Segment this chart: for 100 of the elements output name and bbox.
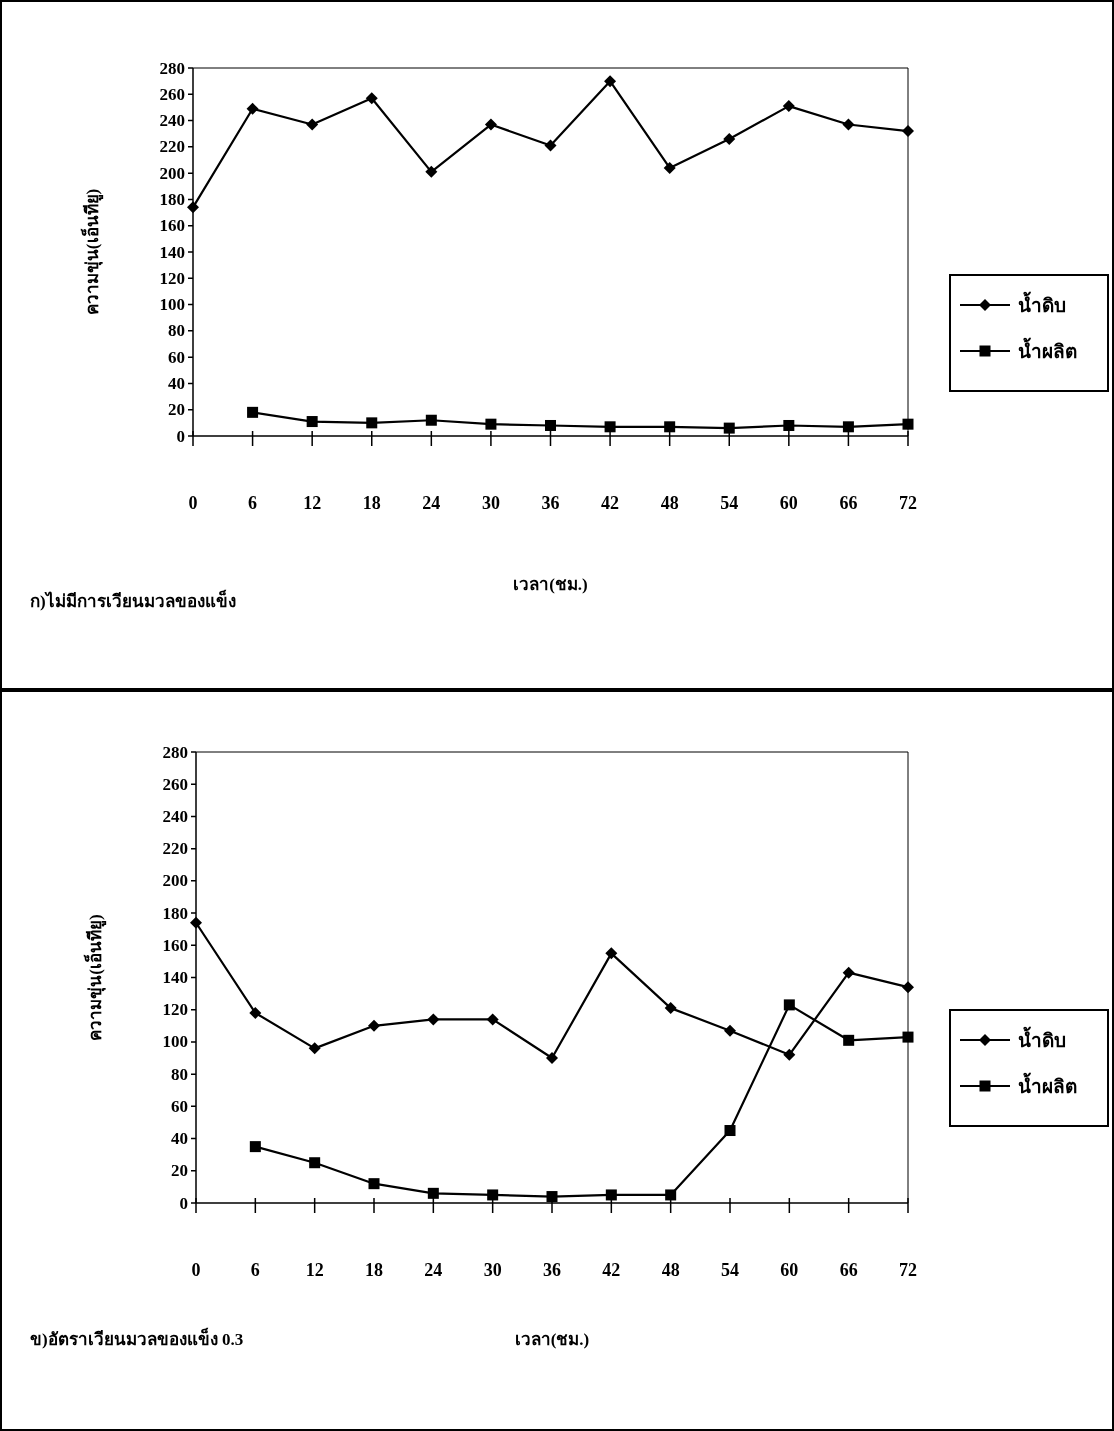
x-tick-label: 54 xyxy=(721,1260,739,1280)
point xyxy=(605,947,618,960)
point xyxy=(425,165,438,178)
y-tick-label: 220 xyxy=(159,137,185,157)
x-tick-label: 66 xyxy=(839,493,858,513)
y-tick-label: 120 xyxy=(162,1000,188,1020)
x-tick-label: 48 xyxy=(660,493,679,513)
y-tick-label: 0 xyxy=(179,1193,188,1213)
point xyxy=(249,1141,261,1153)
point xyxy=(663,161,676,174)
point xyxy=(308,1042,321,1055)
point xyxy=(368,1178,380,1190)
x-tick-label: 54 xyxy=(720,493,739,513)
point xyxy=(604,421,616,433)
y-tick-label: 20 xyxy=(171,1161,188,1181)
point xyxy=(843,1034,855,1046)
y-tick-label: 80 xyxy=(171,1064,188,1084)
y-tick-label: 200 xyxy=(159,163,185,183)
text: ก)ไม่มีการเวียนมวลของแข็ง xyxy=(30,589,236,611)
y-tick-label: 280 xyxy=(159,58,185,78)
x-tick-label: 0 xyxy=(191,1260,201,1280)
point xyxy=(842,118,855,131)
y-axis-title: ความขุ่น(เอ็นทียู) xyxy=(80,188,104,316)
y-tick-label: 180 xyxy=(159,189,185,209)
point xyxy=(546,1191,558,1203)
x-tick-label: 18 xyxy=(365,1260,383,1280)
point xyxy=(783,419,795,431)
y-tick-label: 100 xyxy=(159,295,185,315)
x-tick-label: 36 xyxy=(541,493,560,513)
x-tick-label: 6 xyxy=(250,1260,260,1280)
point xyxy=(486,1013,499,1026)
point xyxy=(247,406,259,418)
point xyxy=(842,421,854,433)
point xyxy=(902,418,914,430)
point xyxy=(902,981,914,994)
point xyxy=(309,1157,321,1169)
point xyxy=(306,118,319,131)
y-tick-label: 160 xyxy=(159,216,185,236)
y-tick-label: 40 xyxy=(171,1129,188,1149)
point xyxy=(782,100,795,113)
point xyxy=(604,75,617,88)
x-tick-label: 30 xyxy=(483,1260,502,1280)
x-tick-label: 72 xyxy=(899,493,917,513)
x-tick-label: 24 xyxy=(424,1260,443,1280)
point xyxy=(842,966,855,979)
y-tick-label: 100 xyxy=(162,1032,188,1052)
x-tick-label: 60 xyxy=(779,493,798,513)
point xyxy=(723,422,735,434)
y-tick-label: 280 xyxy=(162,742,188,762)
x-tick-label: 42 xyxy=(601,493,620,513)
legend-label: น้ำผลิต xyxy=(1018,336,1077,362)
x-tick-label: 36 xyxy=(543,1260,561,1280)
y-tick-label: 240 xyxy=(159,111,185,131)
y-tick-label: 140 xyxy=(162,968,188,987)
point xyxy=(544,139,557,152)
point xyxy=(546,1052,558,1065)
point xyxy=(724,1024,736,1037)
point xyxy=(783,999,795,1011)
legend-label: น้ำดิบ xyxy=(1018,290,1066,316)
x-tick-label: 24 xyxy=(422,493,441,513)
point xyxy=(427,1013,440,1026)
y-tick-label: 40 xyxy=(168,373,185,393)
x-axis-title: เวลา(ชม.) xyxy=(513,575,588,594)
point xyxy=(484,118,497,131)
y-tick-label: 80 xyxy=(168,321,185,341)
y-tick-label: 200 xyxy=(162,871,188,891)
point xyxy=(187,201,199,214)
point xyxy=(664,1002,677,1015)
x-tick-label: 48 xyxy=(661,1260,680,1280)
y-tick-label: 0 xyxy=(176,426,185,446)
point xyxy=(902,125,914,138)
y-tick-label: 240 xyxy=(162,806,188,826)
point xyxy=(783,1048,796,1061)
y-tick-label: 120 xyxy=(159,268,185,288)
x-tick-label: 30 xyxy=(481,493,500,513)
y-tick-label: 20 xyxy=(168,400,185,420)
text: ข)อัตราเวียนมวลของแข็ง 0.3 xyxy=(30,1327,244,1349)
y-tick-label: 180 xyxy=(162,903,188,923)
legend-label: น้ำผลิต xyxy=(1018,1071,1077,1097)
point xyxy=(723,132,736,145)
point xyxy=(485,418,497,430)
x-tick-label: 66 xyxy=(839,1260,858,1280)
x-tick-label: 72 xyxy=(899,1260,917,1280)
point xyxy=(664,421,676,433)
x-tick-label: 12 xyxy=(305,1260,324,1280)
point xyxy=(605,1189,617,1201)
y-tick-label: 260 xyxy=(162,774,188,794)
point xyxy=(249,1006,262,1019)
legend-label: น้ำดิบ xyxy=(1018,1025,1066,1051)
point xyxy=(902,1031,914,1043)
x-tick-label: 60 xyxy=(780,1260,799,1280)
point xyxy=(487,1189,499,1201)
point xyxy=(665,1189,677,1201)
y-tick-label: 220 xyxy=(162,839,188,859)
point xyxy=(306,416,318,428)
point xyxy=(425,414,437,426)
y-tick-label: 260 xyxy=(159,84,185,104)
point xyxy=(545,419,556,431)
y-tick-label: 160 xyxy=(162,935,188,955)
point xyxy=(365,92,378,105)
